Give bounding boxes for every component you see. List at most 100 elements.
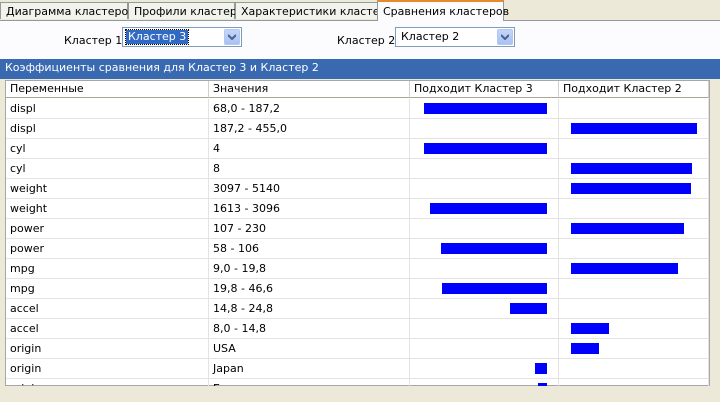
table-row[interactable]: origin Japan (6, 359, 709, 379)
cell-value: 68,0 - 187,2 (209, 99, 410, 118)
cell-cluster2-fit (559, 339, 709, 358)
cell-variable: origin (6, 339, 209, 358)
cell-variable: mpg (6, 259, 209, 278)
cluster1-dropdown-button[interactable] (224, 29, 240, 45)
cluster2-value: Кластер 2 (401, 30, 460, 43)
cell-variable: power (6, 239, 209, 258)
cluster3-fit-bar (441, 243, 547, 254)
filter-bar: Кластер 1: Кластер 3 Кластер 2: Кластер … (0, 21, 720, 59)
cluster3-fit-bar (430, 203, 547, 214)
table-row[interactable]: cyl 4 (6, 139, 709, 159)
cell-cluster3-fit (410, 199, 559, 218)
cell-cluster2-fit (559, 259, 709, 278)
cluster3-fit-bar (510, 303, 547, 314)
table-row[interactable]: cyl 8 (6, 159, 709, 179)
grid-title: Коэффициенты сравнения для Кластер 3 и К… (0, 59, 720, 79)
cell-cluster3-fit (410, 359, 559, 378)
cell-cluster3-fit (410, 339, 559, 358)
tab-cluster-characteristics[interactable]: Характеристики кластера (235, 2, 393, 19)
cell-cluster3-fit (410, 219, 559, 238)
cluster3-fit-bar (424, 103, 547, 114)
table-row[interactable]: mpg 19,8 - 46,6 (6, 279, 709, 299)
cell-variable: origin (6, 359, 209, 378)
cell-cluster3-fit (410, 279, 559, 298)
cell-cluster2-fit (559, 299, 709, 318)
cell-value: 107 - 230 (209, 219, 410, 238)
table-row[interactable]: displ 68,0 - 187,2 (6, 99, 709, 119)
cell-value: 19,8 - 46,6 (209, 279, 410, 298)
cluster1-label: Кластер 1: (64, 34, 126, 47)
cell-value: Japan (209, 359, 410, 378)
cell-cluster3-fit (410, 99, 559, 118)
cluster1-select[interactable]: Кластер 3 (122, 27, 242, 47)
cell-value: 8,0 - 14,8 (209, 319, 410, 338)
cell-cluster3-fit (410, 139, 559, 158)
cluster2-label: Кластер 2: (337, 34, 399, 47)
table-row[interactable]: weight 3097 - 5140 (6, 179, 709, 199)
table-row[interactable]: power 107 - 230 (6, 219, 709, 239)
comparison-grid: Переменные Значения Подходит Кластер 3 П… (5, 80, 710, 399)
cell-variable: displ (6, 99, 209, 118)
cluster2-select[interactable]: Кластер 2 (395, 27, 515, 47)
cell-cluster2-fit (559, 159, 709, 178)
cell-variable: accel (6, 319, 209, 338)
cell-variable: mpg (6, 279, 209, 298)
table-row[interactable]: weight 1613 - 3096 (6, 199, 709, 219)
chevron-down-icon (501, 34, 509, 40)
cell-variable: accel (6, 299, 209, 318)
table-row[interactable]: power 58 - 106 (6, 239, 709, 259)
cell-value: 1613 - 3096 (209, 199, 410, 218)
cluster2-fit-bar (571, 123, 697, 134)
table-row[interactable]: origin USA (6, 339, 709, 359)
cell-variable: power (6, 219, 209, 238)
cell-value: 58 - 106 (209, 239, 410, 258)
cell-variable: displ (6, 119, 209, 138)
tab-cluster-diagram[interactable]: Диаграмма кластеров (0, 2, 135, 19)
cell-cluster2-fit (559, 239, 709, 258)
table-row[interactable]: accel 14,8 - 24,8 (6, 299, 709, 319)
column-header-cluster2[interactable]: Подходит Кластер 2 (559, 81, 709, 98)
cell-variable: cyl (6, 139, 209, 158)
table-row[interactable]: mpg 9,0 - 19,8 (6, 259, 709, 279)
tab-strip: Диаграмма кластеров Профили кластера Хар… (0, 0, 720, 21)
cluster2-fit-bar (571, 343, 599, 354)
table-row[interactable]: displ 187,2 - 455,0 (6, 119, 709, 139)
cluster2-fit-bar (571, 163, 692, 174)
cell-cluster2-fit (559, 359, 709, 378)
cell-cluster2-fit (559, 139, 709, 158)
column-header-variables[interactable]: Переменные (6, 81, 209, 98)
cell-value: 9,0 - 19,8 (209, 259, 410, 278)
cell-cluster2-fit (559, 119, 709, 138)
table-row[interactable]: accel 8,0 - 14,8 (6, 319, 709, 339)
cell-cluster2-fit (559, 219, 709, 238)
tab-cluster-profiles[interactable]: Профили кластера (128, 2, 244, 19)
cell-cluster3-fit (410, 119, 559, 138)
cell-cluster3-fit (410, 259, 559, 278)
cell-cluster2-fit (559, 319, 709, 338)
cell-value: 4 (209, 139, 410, 158)
column-header-cluster3[interactable]: Подходит Кластер 3 (410, 81, 559, 98)
cell-cluster3-fit (410, 239, 559, 258)
cluster2-fit-bar (571, 323, 609, 334)
cell-variable: weight (6, 179, 209, 198)
cluster3-fit-bar (535, 363, 547, 374)
cell-cluster3-fit (410, 299, 559, 318)
status-strip (0, 386, 720, 402)
cluster2-fit-bar (571, 183, 691, 194)
column-header-values[interactable]: Значения (209, 81, 410, 98)
cell-cluster2-fit (559, 179, 709, 198)
cell-value: 8 (209, 159, 410, 178)
cluster2-fit-bar (571, 223, 684, 234)
cell-variable: cyl (6, 159, 209, 178)
cell-cluster2-fit (559, 199, 709, 218)
cell-variable: weight (6, 199, 209, 218)
cell-value: USA (209, 339, 410, 358)
cluster1-value: Кластер 3 (124, 29, 190, 45)
tab-cluster-comparisons[interactable]: Сравнения кластеров (377, 0, 509, 21)
cluster2-dropdown-button[interactable] (497, 29, 513, 45)
cluster2-fit-bar (571, 263, 678, 274)
cell-cluster3-fit (410, 319, 559, 338)
cell-value: 187,2 - 455,0 (209, 119, 410, 138)
cell-value: 14,8 - 24,8 (209, 299, 410, 318)
cell-cluster2-fit (559, 99, 709, 118)
